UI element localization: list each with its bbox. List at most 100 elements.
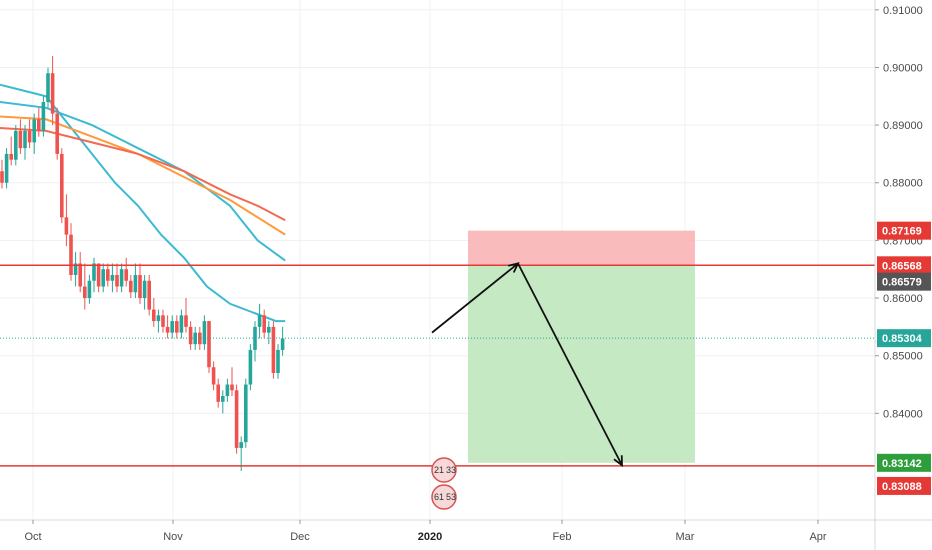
candle-body (18, 130, 23, 149)
candle-body (179, 315, 184, 333)
price-tick-label: 0.85000 (883, 351, 923, 363)
candle-body (267, 326, 271, 333)
candle-body (262, 315, 266, 333)
candle-body (96, 263, 101, 287)
time-axis[interactable]: Oct Nov Dec 2020 Feb Mar Apr (0, 519, 932, 543)
candle-body (119, 269, 124, 287)
price-tick-label: 0.88000 (883, 178, 923, 190)
price-badge (877, 272, 931, 291)
event-marker-text: 21 (434, 465, 444, 475)
candle-body (244, 384, 248, 443)
candle-body (64, 217, 69, 235)
arrow-head-up (508, 262, 520, 273)
time-tick-label: Nov (163, 531, 183, 543)
price-badge (877, 453, 931, 472)
candle-body (239, 442, 243, 448)
take-profit-zone[interactable] (468, 265, 695, 463)
candle-body (27, 130, 32, 143)
candle-body (170, 321, 174, 333)
time-tick-label: Feb (553, 531, 572, 543)
candle-body (221, 396, 225, 402)
candle-body (184, 315, 188, 327)
candle-body (60, 153, 64, 218)
candle-body (207, 321, 211, 368)
candle-body (142, 280, 147, 299)
candle-body (46, 73, 50, 103)
candle-body (87, 280, 92, 299)
price-tick-label: 0.84000 (883, 408, 923, 420)
candle-body (73, 263, 78, 275)
price-badge-label: 0.87169 (882, 226, 922, 238)
candle-body (165, 326, 170, 333)
price-badges: 0.87169 0.86568 0.86579 0.85304 0.83142 0.830… (877, 221, 931, 495)
candle-body (280, 338, 285, 350)
candle-body (248, 349, 253, 385)
candlesticks (0, 55, 285, 471)
candle-body (147, 280, 151, 310)
time-tick-label: Dec (290, 531, 310, 543)
event-marker-circle[interactable] (431, 484, 457, 510)
candle-body (37, 119, 41, 131)
price-tick-label: 0.91000 (883, 5, 923, 17)
candle-body (175, 321, 179, 333)
time-tick-label: 2020 (418, 531, 442, 543)
price-tick-label: 0.86000 (883, 293, 923, 305)
candle-body (41, 102, 46, 131)
moving-average-line-3 (0, 115, 286, 236)
candle-body (138, 274, 142, 299)
candle-body (69, 234, 73, 275)
candle-body (50, 73, 55, 114)
time-tick-label: Mar (676, 531, 695, 543)
candle-body (161, 315, 165, 327)
candle-body (23, 130, 27, 149)
candle-body (152, 309, 156, 322)
moving-average-line-4 (0, 127, 286, 222)
arrow-head-down (613, 455, 623, 468)
candle-body (257, 315, 262, 327)
candle-body (230, 384, 234, 391)
candle-body (83, 286, 87, 299)
time-tick-label: Oct (24, 531, 41, 543)
candle-body (234, 390, 239, 448)
candle-body (4, 153, 9, 183)
candle-body (124, 269, 128, 281)
price-badge (877, 476, 931, 495)
candle-body (14, 130, 18, 160)
candle-body (225, 384, 230, 397)
candle-body (110, 274, 115, 281)
candle-body (101, 269, 105, 287)
time-tick-label: Apr (809, 531, 826, 543)
candle-body (78, 263, 82, 287)
candle-body (32, 119, 36, 143)
position-zones (468, 230, 695, 463)
candle-body (133, 274, 138, 293)
candle-body (188, 326, 193, 345)
chart-grid (0, 0, 875, 520)
price-tick-label: 0.89000 (883, 120, 923, 132)
event-marker-text: 61 (434, 492, 444, 502)
candle-body (55, 113, 59, 154)
price-badge-label: 0.86568 (882, 260, 922, 272)
candle-body (271, 326, 276, 373)
candle-body (276, 349, 280, 373)
event-marker-text: 33 (446, 465, 456, 475)
event-marker-circle[interactable] (431, 457, 457, 483)
price-badge (877, 256, 931, 275)
event-marker-icon[interactable]: 21 33 61 53 (431, 457, 457, 510)
price-tick-label: 0.90000 (883, 62, 923, 74)
forecast-arrow[interactable] (431, 262, 623, 468)
price-badge-label: 0.83142 (882, 458, 922, 470)
candle-body (202, 321, 207, 345)
moving-average-line-1 (0, 83, 286, 323)
price-badge (877, 221, 931, 240)
candle-body (129, 280, 133, 293)
price-badge (877, 329, 931, 348)
candle-body (9, 153, 13, 160)
candle-body (115, 274, 119, 287)
candle-body (92, 263, 96, 281)
price-badge-label: 0.83088 (882, 481, 922, 493)
price-badge-label: 0.86579 (882, 277, 922, 289)
stop-loss-zone[interactable] (468, 230, 695, 266)
moving-average-lines (0, 83, 286, 323)
